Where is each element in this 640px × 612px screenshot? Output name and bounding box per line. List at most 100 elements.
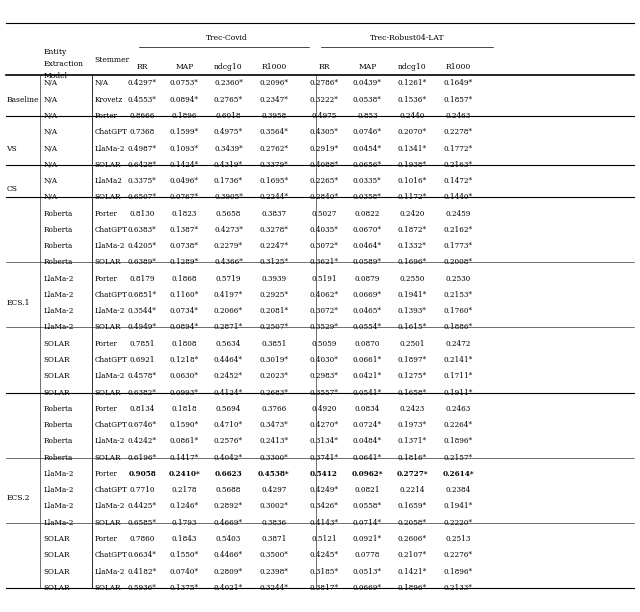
Text: Porter: Porter bbox=[95, 209, 118, 218]
Text: 0.2153*: 0.2153* bbox=[444, 291, 473, 299]
Text: LlaMa-2: LlaMa-2 bbox=[44, 275, 74, 283]
Text: RR: RR bbox=[318, 63, 330, 71]
Text: 0.2410*: 0.2410* bbox=[168, 470, 200, 478]
Text: N/A: N/A bbox=[44, 129, 58, 136]
Text: 0.0484*: 0.0484* bbox=[353, 438, 382, 446]
Text: 0.2606*: 0.2606* bbox=[397, 535, 427, 543]
Text: LlaMa-2: LlaMa-2 bbox=[95, 144, 125, 152]
Text: 0.3557*: 0.3557* bbox=[309, 389, 339, 397]
Text: 0.4975: 0.4975 bbox=[311, 112, 337, 120]
Text: LlaMa-2: LlaMa-2 bbox=[95, 242, 125, 250]
Text: 0.1332*: 0.1332* bbox=[397, 242, 427, 250]
Text: 0.1941*: 0.1941* bbox=[397, 291, 427, 299]
Text: 0.1808: 0.1808 bbox=[172, 340, 197, 348]
Text: 0.2360*: 0.2360* bbox=[214, 80, 243, 88]
Text: 0.1868: 0.1868 bbox=[172, 275, 197, 283]
Text: 0.3836: 0.3836 bbox=[261, 519, 287, 527]
Text: SOLAR: SOLAR bbox=[95, 324, 121, 332]
Text: 0.2244*: 0.2244* bbox=[259, 193, 289, 201]
Text: 0.1218*: 0.1218* bbox=[170, 356, 199, 364]
Text: 0.0558*: 0.0558* bbox=[353, 502, 382, 510]
Text: 0.4273*: 0.4273* bbox=[214, 226, 243, 234]
Text: 0.4021*: 0.4021* bbox=[214, 584, 243, 592]
Text: 0.3244*: 0.3244* bbox=[259, 584, 289, 592]
Text: 0.1472*: 0.1472* bbox=[444, 177, 473, 185]
Text: 0.0921*: 0.0921* bbox=[353, 535, 382, 543]
Text: Extraction: Extraction bbox=[44, 60, 84, 68]
Text: 0.1440*: 0.1440* bbox=[444, 193, 473, 201]
Text: 0.1246*: 0.1246* bbox=[170, 502, 199, 510]
Text: 0.0962*: 0.0962* bbox=[351, 470, 383, 478]
Text: 0.4710*: 0.4710* bbox=[214, 421, 243, 429]
Text: 0.0861*: 0.0861* bbox=[170, 438, 199, 446]
Text: 0.2765*: 0.2765* bbox=[214, 95, 243, 103]
Text: 0.1424*: 0.1424* bbox=[170, 161, 199, 169]
Text: SOLAR: SOLAR bbox=[44, 567, 70, 575]
Text: LlaMa-2: LlaMa-2 bbox=[95, 438, 125, 446]
Text: SOLAR: SOLAR bbox=[95, 389, 121, 397]
Text: 0.6746*: 0.6746* bbox=[127, 421, 157, 429]
Text: 0.4042*: 0.4042* bbox=[214, 453, 243, 461]
Text: 0.1818: 0.1818 bbox=[172, 405, 197, 413]
Text: 0.1016*: 0.1016* bbox=[397, 177, 427, 185]
Text: 0.3185*: 0.3185* bbox=[309, 567, 339, 575]
Text: 0.2727*: 0.2727* bbox=[396, 470, 428, 478]
Text: 0.0714*: 0.0714* bbox=[353, 519, 382, 527]
Text: ChatGPT: ChatGPT bbox=[95, 551, 127, 559]
Text: SOLAR: SOLAR bbox=[95, 519, 121, 527]
Text: LlaMa-2: LlaMa-2 bbox=[44, 291, 74, 299]
Text: 0.2070*: 0.2070* bbox=[397, 129, 427, 136]
Text: 0.3905*: 0.3905* bbox=[214, 193, 243, 201]
Text: 0.3766: 0.3766 bbox=[261, 405, 287, 413]
Text: 0.3621*: 0.3621* bbox=[309, 258, 339, 266]
Text: ndcg10: ndcg10 bbox=[214, 63, 243, 71]
Text: 0.1536*: 0.1536* bbox=[397, 95, 427, 103]
Text: 0.2081*: 0.2081* bbox=[259, 307, 289, 315]
Text: 0.9058: 0.9058 bbox=[128, 470, 156, 478]
Text: 0.3134*: 0.3134* bbox=[309, 438, 339, 446]
Text: Krovetz: Krovetz bbox=[95, 95, 123, 103]
Text: 0.0669*: 0.0669* bbox=[353, 584, 382, 592]
Text: 0.0661*: 0.0661* bbox=[353, 356, 382, 364]
Text: 0.2576*: 0.2576* bbox=[214, 438, 243, 446]
Text: 0.0358*: 0.0358* bbox=[353, 193, 382, 201]
Text: 0.3379*: 0.3379* bbox=[260, 161, 288, 169]
Text: Porter: Porter bbox=[95, 470, 118, 478]
Text: 0.3426*: 0.3426* bbox=[309, 502, 339, 510]
Text: 0.4949*: 0.4949* bbox=[127, 324, 157, 332]
Text: 0.2141*: 0.2141* bbox=[444, 356, 473, 364]
Text: 0.1711*: 0.1711* bbox=[444, 372, 473, 380]
Text: 0.1896: 0.1896 bbox=[172, 112, 197, 120]
Text: 0.4245*: 0.4245* bbox=[309, 551, 339, 559]
Text: 0.2276*: 0.2276* bbox=[444, 551, 473, 559]
Text: SOLAR: SOLAR bbox=[44, 372, 70, 380]
Text: Roberta: Roberta bbox=[44, 209, 73, 218]
Text: 0.5027: 0.5027 bbox=[311, 209, 337, 218]
Text: 0.4197*: 0.4197* bbox=[214, 291, 243, 299]
Text: 0.1550*: 0.1550* bbox=[170, 551, 199, 559]
Text: Trec-Robust04-LAT: Trec-Robust04-LAT bbox=[370, 34, 444, 42]
Text: 0.2463: 0.2463 bbox=[445, 112, 471, 120]
Text: Porter: Porter bbox=[95, 275, 118, 283]
Text: 0.6921: 0.6921 bbox=[129, 356, 155, 364]
Text: 0.1938*: 0.1938* bbox=[397, 161, 427, 169]
Text: 0.8666: 0.8666 bbox=[129, 112, 155, 120]
Text: ChatGPT: ChatGPT bbox=[95, 226, 127, 234]
Text: 0.1371*: 0.1371* bbox=[397, 438, 427, 446]
Text: 0.4466*: 0.4466* bbox=[214, 551, 243, 559]
Text: 0.2178: 0.2178 bbox=[172, 486, 197, 494]
Text: 0.7710: 0.7710 bbox=[129, 486, 155, 494]
Text: 0.4035*: 0.4035* bbox=[309, 226, 339, 234]
Text: 0.6018: 0.6018 bbox=[216, 112, 241, 120]
Text: 0.5694: 0.5694 bbox=[216, 405, 241, 413]
Text: 0.2278*: 0.2278* bbox=[444, 129, 473, 136]
Text: 0.6382*: 0.6382* bbox=[127, 389, 157, 397]
Text: 0.6383*: 0.6383* bbox=[128, 226, 156, 234]
Text: 0.1872*: 0.1872* bbox=[397, 226, 427, 234]
Text: SOLAR: SOLAR bbox=[95, 161, 121, 169]
Text: 0.2157*: 0.2157* bbox=[444, 453, 473, 461]
Text: 0.2786*: 0.2786* bbox=[309, 80, 339, 88]
Text: N/A: N/A bbox=[44, 161, 58, 169]
Text: 0.1615*: 0.1615* bbox=[397, 324, 427, 332]
Text: 0.1816*: 0.1816* bbox=[397, 453, 427, 461]
